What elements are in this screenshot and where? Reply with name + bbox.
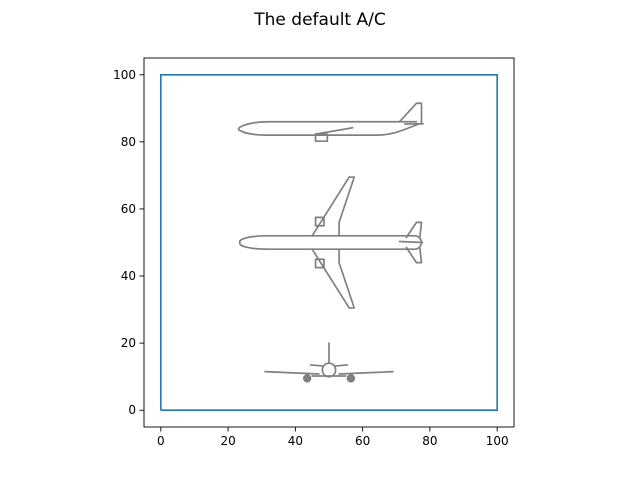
side-wing	[314, 126, 354, 135]
front-engine-left	[303, 374, 312, 383]
axis-ticks: 0 20 40 60 80 100 0 20 40 60 80 100	[113, 68, 509, 448]
top-fuselage	[238, 234, 423, 251]
x-tick-label: 100	[486, 434, 509, 448]
y-tick-label: 60	[121, 202, 136, 216]
chart-title: The default A/C	[253, 10, 385, 30]
series-line-0	[160, 73, 498, 412]
x-tick-label: 20	[220, 434, 235, 448]
side-fuselage	[237, 120, 423, 137]
front-fuselage	[321, 362, 337, 378]
y-tick-label: 20	[121, 336, 136, 350]
top-stabilizer-lower	[405, 246, 423, 264]
x-tick-label: 60	[355, 434, 370, 448]
top-tail-ridge	[398, 240, 424, 244]
x-tick-label: 80	[422, 434, 437, 448]
x-tick-label: 0	[157, 434, 165, 448]
top-engine-lower	[314, 258, 325, 269]
front-wing-left	[264, 370, 320, 375]
top-wing-lower	[311, 248, 356, 309]
front-stabilizer-right	[334, 364, 349, 367]
front-wing-right	[338, 370, 394, 375]
top-engine-upper	[314, 216, 325, 227]
front-stabilizer-left	[309, 364, 324, 367]
y-tick-label: 100	[113, 68, 136, 82]
side-engine	[314, 133, 329, 143]
side-tail-fin	[398, 102, 423, 123]
y-tick-label: 0	[128, 403, 136, 417]
plot-area	[160, 73, 498, 412]
axes-frame	[143, 57, 515, 428]
front-engine-right	[346, 374, 355, 383]
top-stabilizer-upper	[405, 221, 423, 239]
top-wing-upper	[311, 176, 356, 237]
y-tick-label: 40	[121, 269, 136, 283]
x-tick-label: 40	[288, 434, 303, 448]
y-tick-label: 80	[121, 135, 136, 149]
